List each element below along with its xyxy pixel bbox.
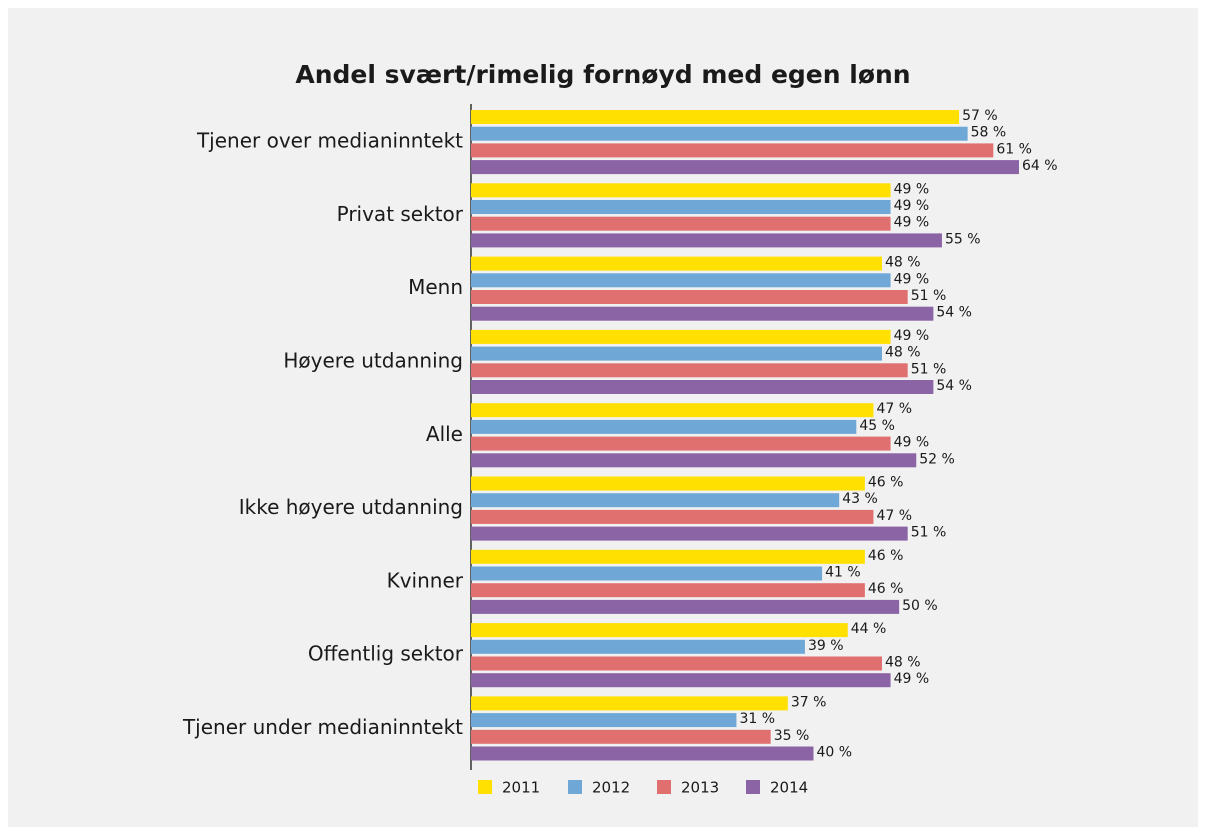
bar	[471, 273, 891, 288]
bar	[471, 696, 788, 711]
bar	[471, 160, 1019, 175]
value-label: 40 %	[817, 745, 853, 761]
value-label: 46 %	[868, 475, 904, 491]
value-label: 57 %	[962, 108, 998, 124]
value-label: 54 %	[936, 305, 972, 321]
value-label: 37 %	[791, 694, 827, 710]
bar	[471, 290, 908, 304]
legend-label: 2012	[592, 779, 630, 797]
bar	[471, 126, 968, 141]
value-label: 49 %	[894, 435, 930, 451]
value-label: 49 %	[894, 198, 930, 214]
value-label: 64 %	[1022, 158, 1058, 174]
legend-label: 2011	[502, 779, 540, 797]
bar	[471, 329, 891, 344]
bar	[471, 233, 942, 248]
value-label: 49 %	[894, 215, 930, 231]
bar	[471, 639, 805, 654]
bar	[471, 673, 891, 688]
chart-title: Andel svært/rimelig fornøyd med egen løn…	[295, 60, 910, 89]
bar	[471, 526, 908, 541]
bar	[471, 566, 823, 581]
category-label: Offentlig sektor	[308, 642, 464, 666]
value-label: 49 %	[894, 328, 930, 344]
value-label: 52 %	[919, 451, 955, 467]
value-label: 44 %	[851, 621, 887, 637]
bar	[471, 493, 840, 508]
value-label: 48 %	[885, 345, 921, 361]
value-label: 47 %	[876, 401, 912, 417]
value-label: 35 %	[774, 728, 810, 744]
legend-swatch	[478, 780, 492, 794]
value-label: 49 %	[894, 181, 930, 197]
category-label: Tjener under medianinntekt	[182, 715, 463, 739]
category-label: Alle	[426, 422, 463, 446]
value-label: 46 %	[868, 548, 904, 564]
bar	[471, 216, 891, 231]
bar	[471, 746, 814, 761]
bar	[471, 346, 882, 361]
bar	[471, 183, 891, 198]
value-label: 46 %	[868, 581, 904, 597]
legend-label: 2014	[770, 779, 808, 797]
value-label: 51 %	[911, 288, 947, 304]
bar	[471, 583, 865, 598]
bar	[471, 436, 891, 451]
bar	[471, 599, 900, 614]
bar	[471, 363, 908, 378]
bar	[471, 306, 934, 321]
value-label: 61 %	[996, 141, 1032, 157]
bar	[471, 623, 848, 638]
value-label: 31 %	[739, 711, 775, 727]
bar	[471, 403, 874, 418]
value-label: 47 %	[876, 508, 912, 524]
bar	[471, 729, 771, 744]
legend-swatch	[657, 780, 671, 794]
bar	[471, 200, 891, 214]
bar	[471, 256, 882, 271]
value-label: 54 %	[936, 378, 972, 394]
bar	[471, 656, 882, 671]
category-label: Kvinner	[387, 568, 464, 592]
value-label: 48 %	[885, 255, 921, 271]
value-label: 41 %	[825, 565, 861, 581]
category-label: Høyere utdanning	[283, 348, 463, 372]
bar	[471, 509, 874, 524]
value-label: 58 %	[971, 125, 1007, 141]
bar	[471, 549, 865, 564]
legend-swatch	[746, 780, 760, 794]
bar	[471, 713, 737, 728]
category-label: Privat sektor	[337, 202, 464, 226]
value-label: 48 %	[885, 655, 921, 671]
value-label: 49 %	[894, 271, 930, 287]
bar	[471, 453, 917, 468]
value-label: 55 %	[945, 231, 981, 247]
bar	[471, 110, 960, 124]
bar	[471, 380, 934, 394]
bar	[471, 419, 857, 434]
legend-swatch	[568, 780, 582, 794]
bar	[471, 476, 865, 491]
legend-label: 2013	[681, 779, 719, 797]
value-label: 51 %	[911, 361, 947, 377]
value-label: 51 %	[911, 525, 947, 541]
category-label: Ikke høyere utdanning	[239, 495, 463, 519]
value-label: 45 %	[859, 418, 895, 434]
bar	[471, 143, 994, 158]
category-label: Tjener over medianinntekt	[196, 129, 463, 153]
value-label: 39 %	[808, 638, 844, 654]
category-label: Menn	[408, 275, 463, 299]
value-label: 49 %	[894, 671, 930, 687]
value-label: 43 %	[842, 491, 878, 507]
value-label: 50 %	[902, 598, 938, 614]
